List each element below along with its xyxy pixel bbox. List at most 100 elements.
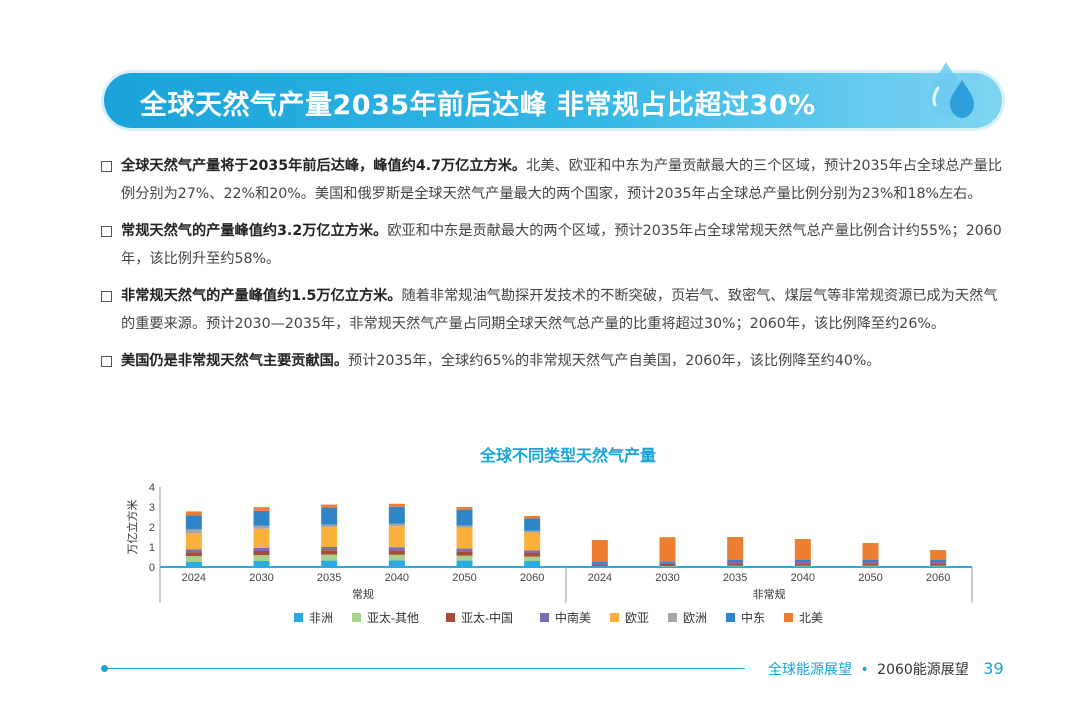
x-tick-label: 2030	[249, 572, 273, 584]
bar-segment	[862, 563, 879, 566]
x-tick-label: 2060	[520, 572, 544, 584]
y-tick-label: 3	[149, 502, 155, 514]
bar-segment	[253, 510, 270, 526]
bar-segment	[794, 566, 811, 567]
footer-separator: •	[860, 662, 869, 678]
bar-segment	[321, 504, 338, 508]
bar-segment	[388, 523, 405, 527]
bar-segment	[456, 551, 473, 556]
x-tick-label: 2040	[791, 572, 815, 584]
bar-segment	[862, 562, 879, 564]
legend-swatch	[610, 613, 619, 622]
bar-segment	[930, 562, 947, 564]
bullet-bold: 美国仍是非常规天然气主要贡献国。	[121, 353, 349, 369]
bullet-item: 常规天然气的产量峰值约3.2万亿立方米。欧亚和中东是贡献最大的两个区域，预计20…	[100, 217, 1008, 273]
footer-divider	[105, 668, 745, 669]
x-tick-label: 2024	[588, 572, 612, 584]
bar-segment	[794, 563, 811, 566]
bar-segment	[321, 547, 338, 551]
bar-segment	[794, 562, 811, 564]
y-tick-label: 0	[149, 562, 155, 574]
bar-segment	[253, 551, 270, 555]
bar-segment	[185, 533, 202, 550]
bar-segment	[727, 563, 744, 566]
bar-segment	[524, 530, 541, 533]
checkbox-square-icon	[101, 291, 112, 302]
bar-segment	[456, 509, 473, 526]
bullet-text: 随着非常规油气勘探开发技术的不断突破，页岩气、致密气、煤层气等非常规资源已成为天…	[121, 288, 998, 332]
bar-segment	[524, 550, 541, 553]
bar-segment	[456, 507, 473, 510]
bar-segment	[185, 549, 202, 553]
bar-segment	[253, 555, 270, 561]
y-axis-label: 万亿立方米	[125, 500, 139, 555]
bar-segment	[524, 516, 541, 519]
bar-segment	[321, 507, 338, 525]
bar-segment	[930, 565, 947, 567]
bullet-bold: 非常规天然气的产量峰值约1.5万亿立方米。	[121, 288, 402, 304]
title-banner: 全球天然气产量2035年前后达峰 非常规占比超过30%	[104, 73, 1002, 128]
legend-label: 欧洲	[683, 611, 707, 625]
bullet-list: 全球天然气产量将于2035年前后达峰，峰值约4.7万亿立方米。北美、欧亚和中东为…	[100, 152, 1008, 384]
bar-segment	[388, 550, 405, 555]
x-tick-label: 2035	[723, 572, 747, 584]
footer-title-1: 全球能源展望	[768, 662, 852, 678]
legend-label: 亚太-其他	[367, 610, 419, 625]
bar-segment	[388, 506, 405, 524]
bar-segment	[321, 524, 338, 527]
bar-segment	[794, 565, 811, 567]
bar-segment	[388, 503, 405, 507]
bar-segment	[185, 515, 202, 530]
bar-segment	[727, 537, 744, 560]
bar-segment	[930, 566, 947, 567]
bar-segment	[727, 566, 744, 567]
bar-segment	[524, 532, 541, 551]
bullet-bold: 常规天然气的产量峰值约3.2万亿立方米。	[121, 223, 388, 239]
bar-segment	[456, 548, 473, 552]
bar-segment	[388, 560, 405, 567]
legend-label: 欧亚	[625, 611, 649, 625]
legend-swatch	[668, 613, 677, 622]
bullet-text: 北美、欧亚和中东为产量贡献最大的三个区域，预计2035年占全球总产量比例分别为2…	[121, 158, 1003, 202]
legend-swatch	[540, 613, 549, 622]
bar-segment	[456, 560, 473, 567]
bar-segment	[524, 518, 541, 531]
bar-segment	[862, 566, 879, 567]
x-tick-label: 2030	[655, 572, 679, 584]
legend-swatch	[784, 613, 793, 622]
bar-segment	[930, 563, 947, 566]
bar-segment	[388, 526, 405, 548]
bullet-item: 美国仍是非常规天然气主要贡献国。预计2035年，全球约65%的非常规天然气产自美…	[100, 347, 1008, 375]
legend-label: 北美	[799, 611, 823, 625]
page-title: 全球天然气产量2035年前后达峰 非常规占比超过30%	[140, 90, 816, 121]
bullet-text: 欧亚和中东是贡献最大的两个区域，预计2035年占全球常规天然气总产量比例合计约5…	[121, 223, 1002, 267]
y-tick-label: 1	[149, 542, 155, 554]
checkbox-square-icon	[101, 161, 112, 172]
bar-segment	[930, 550, 947, 560]
bullet-item: 全球天然气产量将于2035年前后达峰，峰值约4.7万亿立方米。北美、欧亚和中东为…	[100, 152, 1008, 208]
x-tick-label: 2050	[452, 572, 476, 584]
checkbox-square-icon	[101, 356, 112, 367]
bar-segment	[659, 537, 676, 562]
footer-dot	[101, 665, 108, 672]
bar-segment	[591, 562, 608, 564]
bar-segment	[185, 556, 202, 562]
bar-segment	[185, 511, 202, 516]
bar-segment	[794, 560, 811, 562]
bar-segment	[862, 560, 879, 562]
x-tick-label: 2040	[385, 572, 409, 584]
bar-segment	[659, 561, 676, 563]
legend-label: 中东	[741, 610, 765, 625]
bar-segment	[253, 525, 270, 529]
legend-swatch	[726, 613, 735, 622]
bar-segment	[727, 562, 744, 564]
bar-segment	[321, 550, 338, 555]
bar-segment	[524, 553, 541, 557]
bar-segment	[930, 560, 947, 562]
bar-segment	[862, 543, 879, 560]
bar-segment	[456, 525, 473, 528]
x-tick-label: 2035	[317, 572, 341, 584]
bar-segment	[321, 560, 338, 567]
bar-segment	[253, 561, 270, 567]
